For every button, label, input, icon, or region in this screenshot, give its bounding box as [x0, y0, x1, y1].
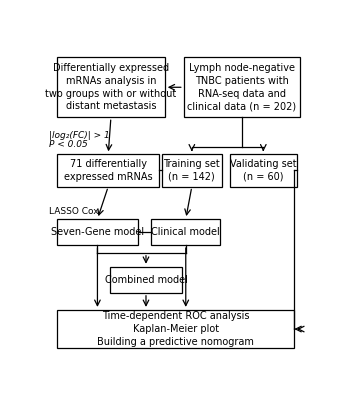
FancyBboxPatch shape [57, 57, 165, 117]
Text: Training set
(n = 142): Training set (n = 142) [164, 159, 220, 182]
FancyBboxPatch shape [57, 310, 294, 348]
FancyBboxPatch shape [57, 219, 138, 245]
FancyBboxPatch shape [151, 219, 220, 245]
FancyBboxPatch shape [184, 57, 300, 117]
Text: LASSO Cox: LASSO Cox [49, 207, 98, 216]
Text: Validating set
(n = 60): Validating set (n = 60) [230, 159, 296, 182]
FancyBboxPatch shape [110, 267, 182, 293]
Text: Time-dependent ROC analysis
Kaplan-Meier plot
Building a predictive nomogram: Time-dependent ROC analysis Kaplan-Meier… [97, 311, 254, 347]
Text: 71 differentially
expressed mRNAs: 71 differentially expressed mRNAs [64, 159, 152, 182]
Text: P < 0.05: P < 0.05 [49, 140, 88, 149]
Text: Lymph node-negative
TNBC patients with
RNA-seq data and
clinical data (n = 202): Lymph node-negative TNBC patients with R… [187, 63, 296, 112]
Text: Clinical model: Clinical model [151, 227, 220, 237]
FancyBboxPatch shape [57, 154, 159, 186]
Text: Combined model: Combined model [104, 275, 188, 285]
Text: Seven-Gene model: Seven-Gene model [51, 227, 144, 237]
Text: |log₂(FC)| > 1: |log₂(FC)| > 1 [49, 131, 110, 140]
Text: Differentially expressed
mRNAs analysis in
two groups with or without
distant me: Differentially expressed mRNAs analysis … [45, 63, 176, 112]
FancyBboxPatch shape [162, 154, 222, 186]
FancyBboxPatch shape [230, 154, 297, 186]
